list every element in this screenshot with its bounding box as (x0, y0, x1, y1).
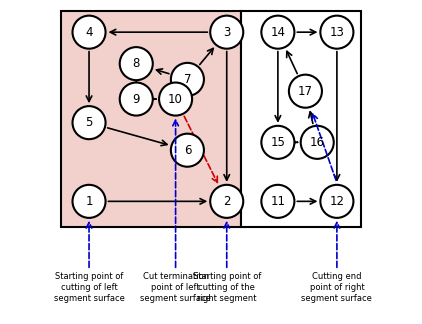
Text: 4: 4 (85, 26, 93, 39)
Text: 7: 7 (184, 73, 191, 86)
Bar (241, 11, 360, 227)
Circle shape (289, 75, 322, 108)
Circle shape (261, 16, 295, 49)
Text: 2: 2 (223, 195, 230, 208)
Text: 15: 15 (271, 136, 285, 149)
Text: Starting point of
cutting of the
right segment: Starting point of cutting of the right s… (192, 272, 261, 303)
Text: 16: 16 (310, 136, 325, 149)
Text: 1: 1 (85, 195, 93, 208)
Circle shape (301, 126, 334, 159)
Circle shape (73, 106, 106, 139)
Text: Cutting end
point of right
segment surface: Cutting end point of right segment surfa… (301, 272, 372, 303)
Bar (62, 11, 241, 227)
Circle shape (120, 47, 153, 80)
Circle shape (320, 16, 353, 49)
Circle shape (261, 126, 295, 159)
Circle shape (261, 185, 295, 218)
Text: 9: 9 (133, 93, 140, 106)
Text: 6: 6 (184, 144, 191, 157)
Text: 8: 8 (133, 57, 140, 70)
Circle shape (320, 185, 353, 218)
Circle shape (120, 83, 153, 116)
Text: Starting point of
cutting of left
segment surface: Starting point of cutting of left segmen… (54, 272, 124, 303)
Text: 14: 14 (271, 26, 285, 39)
Text: Cut termination
point of left
segment surface: Cut termination point of left segment su… (140, 272, 211, 303)
Circle shape (73, 16, 106, 49)
Circle shape (210, 185, 243, 218)
Text: 12: 12 (330, 195, 344, 208)
Text: 5: 5 (85, 116, 93, 129)
Text: 17: 17 (298, 85, 313, 98)
Circle shape (171, 63, 204, 96)
Circle shape (171, 134, 204, 167)
Text: 10: 10 (168, 93, 183, 106)
Text: 3: 3 (223, 26, 230, 39)
Circle shape (210, 16, 243, 49)
Text: 13: 13 (330, 26, 344, 39)
Circle shape (73, 185, 106, 218)
Text: 11: 11 (271, 195, 285, 208)
Circle shape (159, 83, 192, 116)
